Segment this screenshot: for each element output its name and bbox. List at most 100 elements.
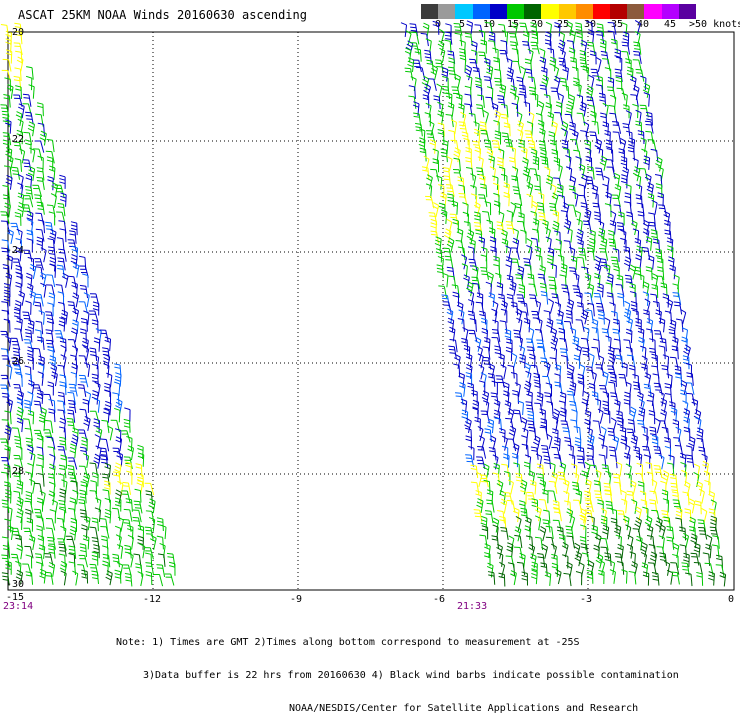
wind-barb [578,382,584,396]
swath-time-east: 21:33 [457,601,487,612]
wind-barb [33,348,41,360]
wind-barb [516,308,522,323]
wind-barb [473,408,479,422]
wind-barb [493,265,500,278]
wind-barb [610,455,617,468]
wind-barb [604,130,610,144]
wind-barb [59,465,66,478]
wind-barb [658,167,663,181]
wind-barb [554,509,562,521]
wind-barb [605,318,610,333]
wind-barb [57,238,64,251]
lat-label-20: -20 [6,27,24,38]
wind-barb [514,535,522,548]
wind-barb [466,282,473,297]
wind-barb [524,318,530,332]
wind-barb [448,58,454,72]
wind-barb [3,59,11,71]
wind-barb [462,203,468,217]
wind-barb [562,140,568,153]
wind-barb [61,571,66,585]
wind-barb [25,186,32,199]
wind-barb [46,285,55,297]
wind-barb [596,303,604,315]
wind-barb [699,489,704,504]
wind-barb [469,113,476,126]
wind-barb [68,465,75,478]
wind-barb [621,490,627,504]
wind-barb [92,391,98,405]
wind-barb [49,491,55,505]
wind-barb [80,409,88,421]
wind-barb [451,87,460,99]
wind-barb [673,438,681,450]
wind-barb [490,237,496,251]
wind-barb [631,220,637,235]
wind-barb [447,309,453,323]
wind-barb [480,268,488,280]
wind-barb [135,489,141,502]
wind-barb [69,554,75,567]
wind-barb [154,574,163,586]
wind-barb [544,393,552,406]
wind-barb [463,212,469,226]
wind-barb [479,381,485,395]
wind-barb [547,255,553,269]
wind-barb [596,85,603,98]
wind-barb [479,175,485,189]
wind-barb [617,544,623,558]
wind-barb [488,572,495,585]
wind-barb [665,446,671,460]
wind-barb [633,85,639,100]
wind-barb [586,367,594,380]
wind-barb [662,490,668,504]
wind-barb [68,400,76,413]
wind-barb [638,337,644,351]
wind-barb [512,390,518,403]
wind-barb [34,302,42,315]
wind-barb [115,570,121,583]
wind-barb [564,241,572,254]
wind-barb [595,168,603,180]
wind-barb [59,175,65,189]
wind-barb [621,23,627,37]
wind-barb [27,463,33,477]
wind-barb [68,458,77,470]
wind-barb [3,545,10,558]
wind-barb [433,96,440,109]
wind-barb [613,436,619,451]
wind-barb [25,366,31,379]
wind-barb [485,22,492,35]
wind-barb [79,356,88,368]
wind-barb [435,60,443,72]
wind-barb [37,517,44,530]
wind-barb [475,337,481,352]
wind-barb [504,192,510,206]
wind-barb [459,310,464,324]
wind-barb [167,553,175,566]
wind-barb [644,93,650,107]
wind-barb [675,374,681,387]
wind-barb [433,21,439,34]
wind-barb [670,357,678,369]
wind-barb [405,68,413,80]
wind-barb [626,464,631,478]
wind-barb [466,147,472,161]
wind-barb [649,427,656,440]
wind-barb [583,221,591,233]
wind-barb [638,407,644,421]
wind-barb [90,348,97,361]
wind-barb [37,337,44,350]
wind-barb [490,167,496,181]
wind-barb [48,346,54,360]
wind-barb [506,265,512,279]
wind-barb [121,491,130,503]
wind-barb [146,571,152,584]
wind-barb [48,447,55,460]
wind-barb [464,418,471,433]
wind-barb [606,283,612,296]
wind-barb [94,338,100,352]
wind-barb [654,466,662,478]
wind-barb [540,480,546,494]
wind-barb [62,273,68,288]
